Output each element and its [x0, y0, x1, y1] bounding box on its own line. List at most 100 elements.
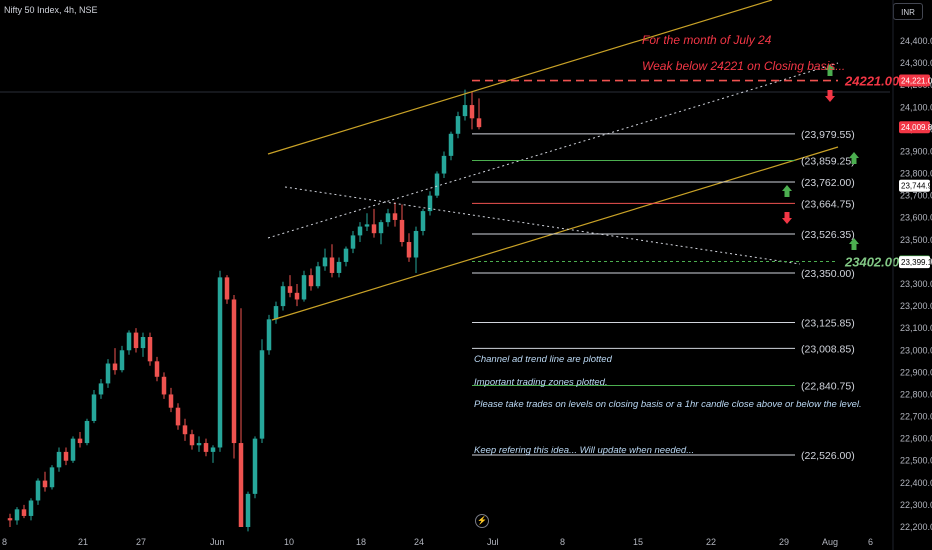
level-label: (23,664.75) [801, 198, 855, 210]
x-tick-label: 29 [779, 537, 789, 547]
channel-mid-line [267, 62, 839, 239]
candle-body [21, 509, 27, 516]
price-tag [899, 256, 930, 269]
candle-body [126, 332, 132, 351]
channel-upper-line [267, 0, 773, 155]
candle-body [133, 332, 139, 349]
down-arrow-icon [782, 212, 792, 224]
candle-body [448, 133, 454, 156]
arrow-head [782, 218, 792, 224]
arrow-head [849, 238, 859, 244]
x-tick-label: 8 [560, 537, 565, 547]
annotation-note: Important trading zones plotted. [474, 377, 608, 388]
candle-body [406, 242, 412, 258]
price-tag-label: 23,399.10 [901, 258, 932, 267]
candle-body [203, 443, 209, 452]
candle-body [336, 261, 342, 273]
y-tick-label: 23,900.00 [900, 146, 932, 156]
level-label: (23,526.35) [801, 229, 855, 241]
candle-body [238, 443, 244, 527]
arrow-shaft [851, 244, 857, 250]
arrow-shaft [827, 70, 833, 76]
candle-body [266, 319, 272, 351]
x-tick-label: 24 [414, 537, 424, 547]
y-tick-label: 22,600.00 [900, 434, 932, 444]
candle-body [245, 493, 251, 527]
y-tick-label: 23,700.00 [900, 191, 932, 201]
candle-body [77, 438, 83, 444]
x-tick-label: Jun [210, 537, 225, 547]
level-label: (23,859.25) [801, 155, 855, 167]
candle-body [252, 438, 258, 494]
price-tag [899, 121, 930, 134]
candle-body [49, 467, 55, 488]
arrow-shaft [784, 191, 790, 197]
y-tick-label: 23,800.00 [900, 169, 932, 179]
candle-body [119, 350, 125, 371]
candle-body [315, 266, 321, 287]
y-tick-label: 23,600.00 [900, 213, 932, 223]
candle-body [399, 219, 405, 243]
candle-body [84, 420, 90, 444]
candle-body [350, 235, 356, 249]
price-axis: 22,200.00 22,300.00 22,400.00 22,500.00 22,6… [892, 0, 932, 550]
candle-body [378, 222, 384, 234]
x-tick-label: 27 [136, 537, 146, 547]
candle-body [28, 500, 34, 516]
y-tick-label: 23,500.00 [900, 235, 932, 245]
candle-body [161, 376, 167, 395]
annotations: For the month of July 24 Weak below 24221… [474, 33, 862, 456]
y-tick-label: 23,300.00 [900, 279, 932, 289]
candles [7, 89, 482, 532]
candle-body [231, 299, 237, 444]
arrow-head [825, 64, 835, 70]
level-label: (22,526.00) [801, 450, 855, 462]
candle-body [140, 337, 146, 349]
candle-body [105, 363, 111, 384]
lightning-icon[interactable]: ⚡ [475, 514, 489, 528]
candle-body [287, 286, 293, 293]
annotation-weak: Weak below 24221 on Closing basis... [642, 59, 845, 73]
up-arrow-icon [849, 152, 859, 164]
price-tag [899, 74, 930, 87]
price-tag-label: 24,221.00 [901, 77, 932, 86]
y-tick-label: 22,700.00 [900, 412, 932, 422]
candle-body [364, 224, 370, 227]
candle-body [70, 438, 76, 461]
time-axis: 8 21 27 Jun 10 18 24 Jul 8 15 22 29 Aug 6 [2, 537, 873, 547]
up-arrow-icon [782, 185, 792, 197]
y-tick-label: 23,000.00 [900, 345, 932, 355]
level-label: (23,125.85) [801, 317, 855, 329]
symbol-title[interactable]: Nifty 50 Index, 4h, NSE [4, 5, 98, 15]
candle-body [196, 443, 202, 446]
candle-body [322, 257, 328, 267]
arrow-head [849, 152, 859, 158]
candle-body [469, 105, 475, 119]
level-label: (23,350.00) [801, 268, 855, 280]
y-tick-label: 22,400.00 [900, 478, 932, 488]
y-tick-label: 22,300.00 [900, 500, 932, 510]
candle-body [168, 394, 174, 408]
y-tick-label: 24,100.00 [900, 102, 932, 112]
candle-body [273, 306, 279, 320]
candle-body [217, 277, 223, 448]
candle-body [371, 224, 377, 234]
candle-body [413, 230, 419, 258]
candle-body [42, 480, 48, 488]
y-tick-label: 22,800.00 [900, 389, 932, 399]
candle-body [357, 226, 363, 236]
candle-body [427, 195, 433, 212]
candle-body [175, 407, 181, 426]
y-tick-label: 24,300.00 [900, 58, 932, 68]
candle-body [154, 361, 160, 377]
candle-body [455, 116, 461, 134]
annotation-note: Keep refering this idea... Will update w… [474, 445, 694, 456]
x-tick-label: Aug [822, 537, 838, 547]
candle-body [63, 451, 69, 461]
price-tag-label: 23,744.90 [901, 182, 932, 191]
candle-body [210, 447, 216, 452]
x-tick-label: 18 [356, 537, 366, 547]
level-label: (22,840.75) [801, 380, 855, 392]
y-tick-label: 24,400.00 [900, 36, 932, 46]
